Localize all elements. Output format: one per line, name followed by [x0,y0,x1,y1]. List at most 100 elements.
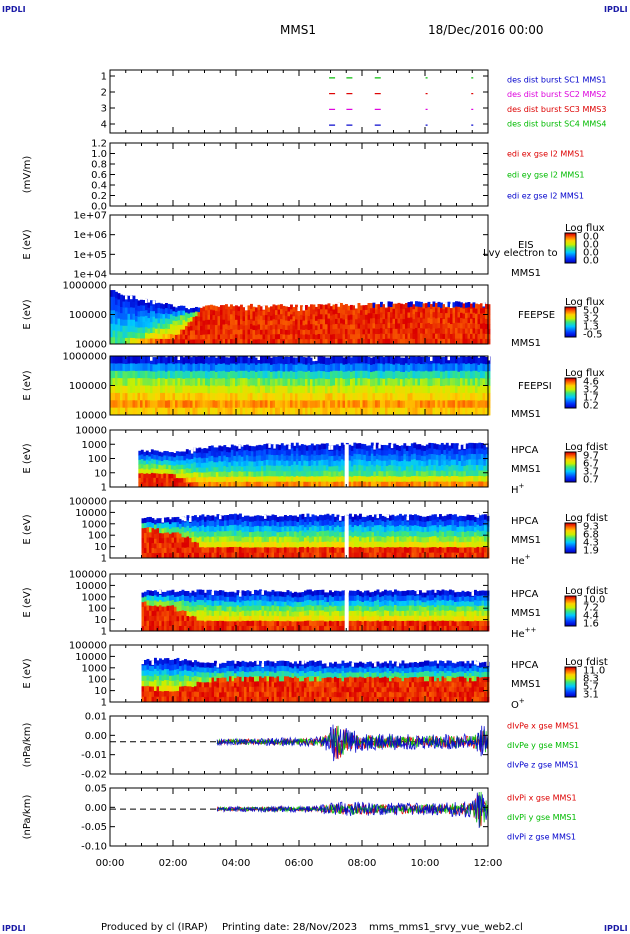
feepse-heatmap-cell [362,324,366,330]
feepse-heatmap-cell [122,301,126,308]
feepse-heatmap-cell [377,309,381,315]
feepsi-heatmap-cell [120,400,123,409]
hpca_h-heatmap-cell [425,465,429,472]
feepse-heatmap-cell [247,329,251,335]
hpca_h-heatmap-cell [380,444,384,451]
feepsi-heatmap-cell [365,378,368,386]
feepsi-heatmap-cell [177,363,181,372]
feepse-heatmap-cell [355,329,358,335]
feepse-heatmap-cell [160,303,163,309]
hpca_h-heatmap-cell [465,476,469,482]
hpca_h-heatmap-cell [260,476,264,483]
feepse-heatmap-cell [345,309,348,315]
feepsi-heatmap-cell [317,407,321,416]
feepsi-heatmap-cell [247,407,251,416]
feepse-heatmap-cell [165,313,168,319]
feepsi-heatmap-cell [325,393,328,402]
feepsi-heatmap-cell [477,393,481,402]
feepse-heatmap-cell [262,324,266,331]
hpca_he-heatmap-cell [154,534,157,540]
feepse-heatmap-cell [167,338,171,345]
feepse-heatmap-cell [442,339,446,345]
hpca_h-heatmap-cell [290,442,294,449]
feepse-heatmap-cell [452,328,456,334]
hpca_h-heatmap-cell [445,481,449,488]
feepse-heatmap-cell [217,325,221,331]
feepse-heatmap-cell [442,334,446,340]
hpca_h-heatmap-cell [388,481,392,488]
feepsi-heatmap-cell [245,407,248,416]
feepse-heatmap-cell [132,307,136,315]
hpca_h-heatmap-cell [470,470,474,477]
feepsi-heatmap-cell [167,370,171,379]
hpca_h-heatmap-cell [448,455,452,462]
feepsi-heatmap-cell [457,364,461,373]
feepsi-heatmap-cell [465,407,468,416]
feepsi-heatmap-cell [155,378,158,387]
hpca_he-heatmap-cell [191,531,195,538]
feepse-heatmap-cell [425,308,428,314]
feepse-heatmap-cell [412,334,416,340]
hpca_he-heatmap-cell [319,531,322,537]
hpca_he-heatmap-cell [384,552,387,559]
feepse-colorbar-tick: 3.2 [583,314,599,325]
hpca_he-heatmap-cell [329,515,332,522]
hpca_h-heatmap-gap [273,444,276,449]
hpca_h-heatmap-cell [448,471,452,478]
feepse-heatmap-cell [272,309,276,315]
hpca_h-heatmap-cell [380,465,384,472]
feepsi-heatmap-cell [327,379,331,387]
feepsi-heatmap-cell [362,385,366,394]
feepsi-heatmap-cell [330,356,333,365]
hpca_he-heatmap-cell [269,521,272,527]
feepsi-heatmap-cell [320,385,323,394]
hpca_he-heatmap-cell [356,520,360,527]
feepsi-heatmap-cell [390,371,393,379]
feepsi-heatmap-cell [240,370,243,379]
hpca_h-heatmap-cell [380,471,384,477]
feepsi-heatmap-cell [367,407,371,416]
feepsi-heatmap-cell [340,356,343,364]
feepsi-heatmap-cell [205,363,208,372]
feepse-heatmap-cell [290,329,293,335]
hpca_h-heatmap-cell [163,464,167,470]
feepsi-heatmap-cell [110,385,113,394]
eis-ytick-label: 1e+05 [73,250,107,261]
hpca_he-heatmap-cell [369,531,372,537]
hpca_he-heatmap-cell [166,542,170,549]
hpca_he-heatmap-cell [154,548,157,554]
feepsi-heatmap-cell [477,357,481,366]
feepse-heatmap-cell [470,338,473,345]
feepsi-heatmap-cell [167,392,171,401]
feepsi-ytick-label: 1000000 [62,352,107,363]
feepse-heatmap-cell [322,309,326,315]
feepsi-heatmap-cell [225,393,228,401]
feepsi-heatmap-cell [342,357,346,366]
feepse-heatmap-cell [315,316,318,322]
hpca_he-heatmap-cell [376,525,380,532]
hpca_h-heatmap-cell [260,455,264,462]
feepse-heatmap-cell [127,331,131,339]
feepse-heatmap-cell [407,323,411,329]
feepsi-heatmap-cell [452,363,456,372]
hpca_h-heatmap-cell [193,452,197,458]
feepse-heatmap-cell [440,307,443,314]
feepsi-heatmap-cell [472,400,476,409]
feepse-heatmap-cell [400,318,403,325]
hpca_he-heatmap-cell [224,531,227,537]
feepsi-heatmap-cell [280,407,283,416]
feepse-heatmap-cell [420,307,423,313]
hpca_h-heatmap-cell [285,465,289,472]
hpca_h-heatmap-cell [175,455,179,461]
hpca_h-heatmap-cell [478,448,482,455]
feepsi-heatmap-cell [352,378,356,386]
feepse-heatmap-cell [110,317,113,325]
feepsi-heatmap-cell [175,407,178,416]
feepse-heatmap-cell [265,324,268,330]
feepse-heatmap-cell [215,320,218,326]
feepse-heatmap-cell [447,307,451,313]
feepsi-heatmap-cell [377,400,381,409]
hpca_h-heatmap-cell [385,476,389,483]
feepse-heatmap-cell [217,339,221,345]
feepsi-heatmap-cell [132,392,136,401]
